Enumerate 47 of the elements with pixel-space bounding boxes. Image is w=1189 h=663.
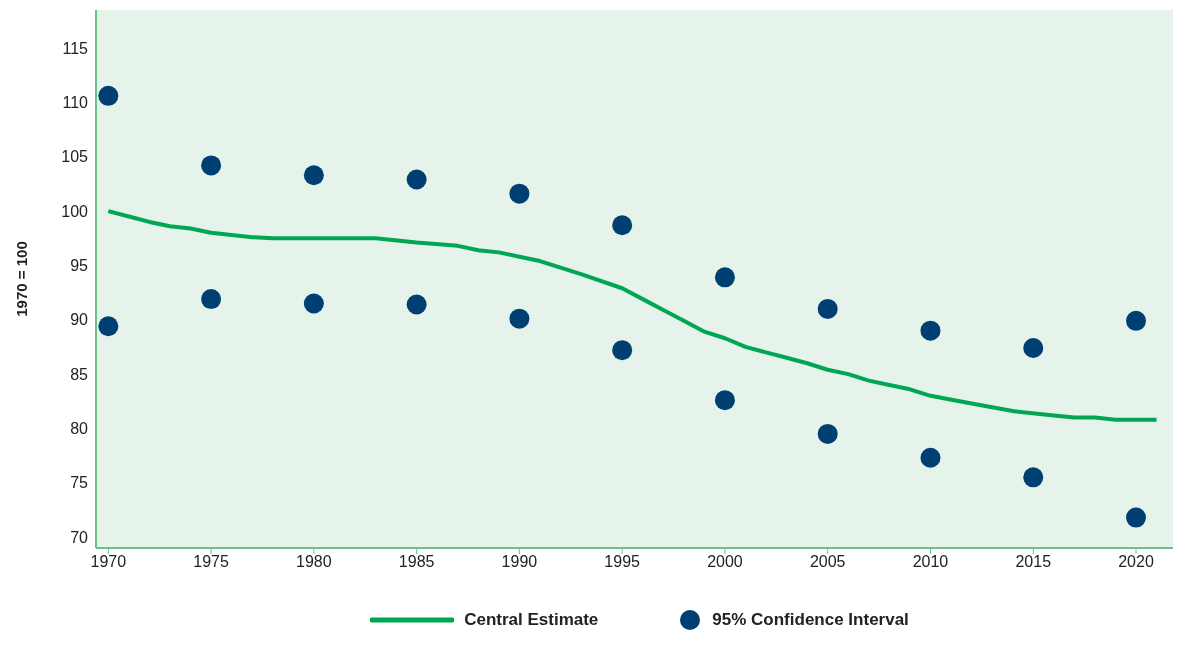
y-tick-label: 95 [70,257,89,275]
point [98,316,119,337]
point [612,215,633,236]
point [1023,467,1044,488]
x-tick-label: 2005 [809,553,846,571]
y-tick-label: 85 [70,365,89,383]
x-tick-label: 2015 [1015,553,1052,571]
x-tick-label: 1970 [90,553,127,571]
point [509,183,530,204]
y-tick-label: 70 [70,528,89,546]
x-tick-label: 2020 [1118,553,1154,571]
x-tick-label: 1985 [398,553,435,571]
x-tick-label: 1990 [501,553,538,571]
point [509,308,530,329]
point [714,267,735,288]
y-tick-label: 100 [61,202,89,220]
point [303,165,324,186]
point [1126,507,1146,528]
x-tick-label: 1995 [604,553,641,571]
point [201,289,222,310]
point [612,340,633,361]
y-tick-label: 90 [70,311,89,329]
point [406,169,427,190]
x-tick-label: 2000 [707,553,743,571]
point [714,390,735,411]
point [303,293,324,314]
point [201,155,222,176]
y-axis-title: 1970 = 100 [13,241,31,317]
line-series [106,209,1159,422]
legend-label: Central Estimate [464,610,599,630]
point [920,447,941,468]
y-tick-label: 105 [61,148,89,166]
x-tick-label: 2010 [912,553,949,571]
y-tick-label: 75 [70,474,89,492]
y-tick-label: 115 [62,39,89,57]
point [406,294,427,315]
point [1126,310,1146,331]
point [817,298,838,319]
point [98,85,119,106]
point [920,320,941,341]
x-tick-label: 1975 [193,553,229,571]
point [817,423,838,444]
y-tick-label: 80 [70,420,89,438]
point [1023,338,1044,359]
y-tick-label: 110 [62,94,89,112]
x-tick-label: 1980 [296,553,332,571]
legend-label: 95% Confidence Interval [712,610,909,630]
